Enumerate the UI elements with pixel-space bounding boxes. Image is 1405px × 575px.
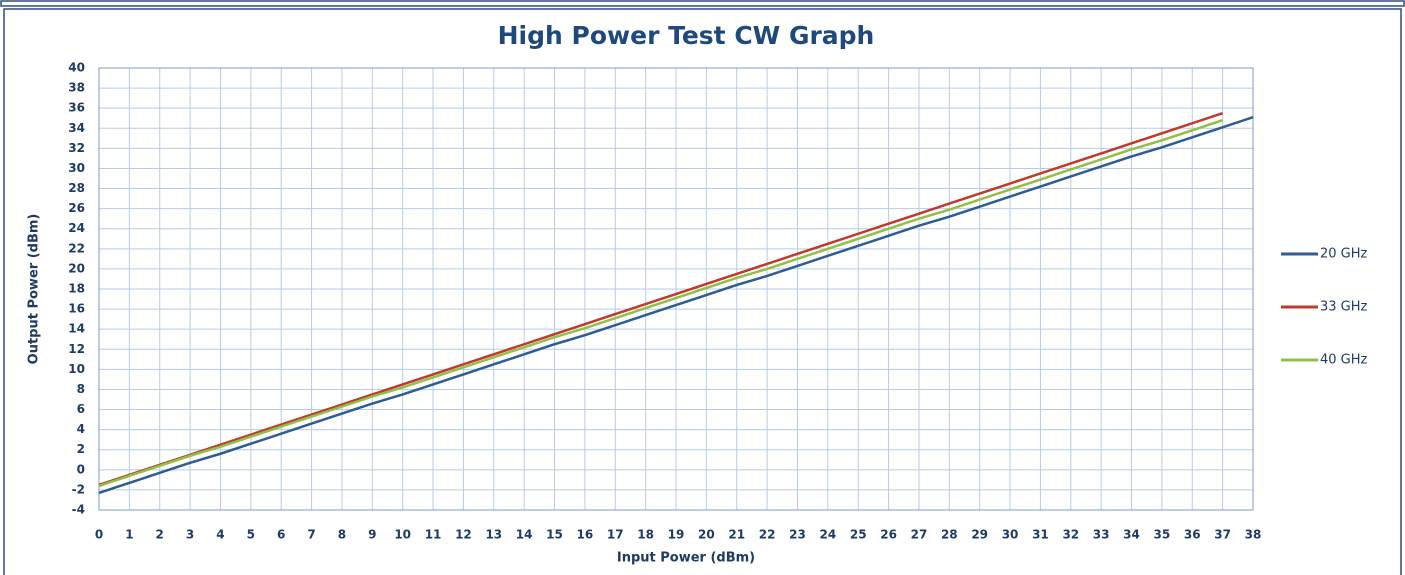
y-tick-label: 24 <box>68 221 85 235</box>
series-line <box>98 119 1224 488</box>
x-tick-label: 13 <box>485 528 502 542</box>
y-tick-label: 6 <box>77 402 85 416</box>
x-tick-label: 30 <box>1002 528 1019 542</box>
legend-label: 40 GHz <box>1320 353 1368 368</box>
x-tick-label: 12 <box>455 528 472 542</box>
x-tick-label: 25 <box>850 528 867 542</box>
x-tick-label: 34 <box>1123 528 1140 542</box>
x-tick-label: 28 <box>941 528 958 542</box>
y-tick-label: 32 <box>68 141 85 155</box>
chart-frame <box>3 8 1402 575</box>
x-tick-label: 15 <box>546 528 563 542</box>
y-tick-label: 18 <box>68 282 85 296</box>
x-tick-label: 36 <box>1184 528 1201 542</box>
x-tick-label: 2 <box>156 528 164 542</box>
x-tick-label: 11 <box>425 528 442 542</box>
x-axis-label: Input Power (dBm) <box>617 551 755 566</box>
y-tick-label: 16 <box>68 302 85 316</box>
x-tick-label: 10 <box>394 528 411 542</box>
x-tick-label: 7 <box>307 528 315 542</box>
series-line <box>98 112 1224 487</box>
y-tick-label: 0 <box>77 462 85 476</box>
chart-title: High Power Test CW Graph <box>498 21 875 50</box>
y-tick-label: -2 <box>72 482 85 496</box>
x-tick-label: 33 <box>1093 528 1110 542</box>
x-tick-label: 32 <box>1062 528 1079 542</box>
y-tick-label: 22 <box>68 241 85 255</box>
x-tick-label: 5 <box>247 528 255 542</box>
x-tick-label: 38 <box>1245 528 1262 542</box>
y-tick-label: 14 <box>68 322 85 336</box>
y-tick-label: 26 <box>68 201 85 215</box>
x-tick-label: 14 <box>516 528 533 542</box>
plot-area <box>98 67 1254 511</box>
x-tick-label: 35 <box>1154 528 1171 542</box>
x-tick-label: 37 <box>1214 528 1231 542</box>
x-tick-label: 8 <box>338 528 346 542</box>
x-tick-label: 29 <box>971 528 988 542</box>
y-tick-label: 28 <box>68 181 85 195</box>
y-tick-label: 38 <box>68 81 85 95</box>
y-tick-label: 10 <box>68 362 85 376</box>
y-tick-label: 8 <box>77 382 85 396</box>
x-tick-label: 21 <box>728 528 745 542</box>
y-axis-label: Output Power (dBm) <box>27 214 42 365</box>
legend-label: 33 GHz <box>1320 300 1368 315</box>
y-tick-label: 4 <box>77 422 85 436</box>
y-tick-label: 40 <box>68 61 85 75</box>
x-tick-label: 4 <box>216 528 224 542</box>
y-tick-label: 2 <box>77 442 85 456</box>
x-tick-label: 22 <box>759 528 776 542</box>
x-tick-label: 23 <box>789 528 806 542</box>
y-tick-label: 12 <box>68 342 85 356</box>
x-tick-label: 18 <box>637 528 654 542</box>
x-tick-label: 17 <box>607 528 624 542</box>
x-tick-label: 26 <box>880 528 897 542</box>
y-tick-label: 34 <box>68 121 85 135</box>
x-tick-label: 19 <box>668 528 685 542</box>
x-tick-label: 3 <box>186 528 194 542</box>
y-tick-label: -4 <box>72 503 85 517</box>
x-tick-label: 16 <box>577 528 594 542</box>
x-tick-label: 0 <box>95 528 103 542</box>
legend-label: 20 GHz <box>1320 247 1368 262</box>
y-tick-label: 30 <box>68 161 85 175</box>
x-tick-label: 31 <box>1032 528 1049 542</box>
x-tick-label: 24 <box>819 528 836 542</box>
y-tick-label: 36 <box>68 101 85 115</box>
x-tick-label: 6 <box>277 528 285 542</box>
x-tick-label: 1 <box>125 528 133 542</box>
x-tick-label: 9 <box>368 528 376 542</box>
y-tick-label: 20 <box>68 261 85 275</box>
x-tick-label: 20 <box>698 528 715 542</box>
top-frame <box>0 0 1405 7</box>
x-tick-label: 27 <box>911 528 928 542</box>
series-line <box>98 116 1254 495</box>
